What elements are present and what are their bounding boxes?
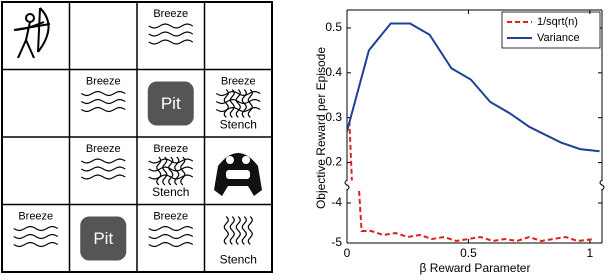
chart: Objective Reward per Episode β Reward Pa… [314, 47, 530, 276]
breeze-wave [148, 158, 194, 164]
breeze-wave [215, 106, 261, 113]
y-tick-label: 0.5 [325, 20, 342, 34]
series-line [358, 190, 595, 243]
x-tick-label: 0 [344, 246, 351, 260]
breeze-wave [148, 23, 194, 29]
axis-break [599, 179, 605, 191]
breeze-wave [148, 225, 194, 232]
stench-wave [162, 156, 168, 186]
pit-box [147, 81, 194, 126]
x-axis-label: β Reward Parameter [420, 261, 531, 275]
stench-wave [247, 89, 253, 118]
stench-label: Stench [152, 185, 189, 199]
breeze-wave [80, 166, 126, 172]
stench-wave [247, 216, 253, 245]
stench-wave [156, 156, 162, 186]
breeze-wave [148, 174, 194, 180]
stench-wave [241, 216, 247, 245]
breeze-label: Breeze [153, 143, 188, 155]
breeze-label: Breeze [153, 210, 188, 222]
pit-box [80, 216, 127, 261]
wumpus-icon [214, 153, 262, 196]
y-tick-label: -5 [331, 235, 342, 249]
breeze-wave [80, 158, 126, 164]
stench-wave [180, 156, 186, 186]
pit-label: Pit [161, 94, 181, 113]
series-line [347, 22, 600, 153]
breeze-wave [215, 98, 261, 105]
legend-label: 1/sqrt(n) [537, 16, 578, 28]
stench-wave [223, 89, 229, 118]
x-tick-label: 0.5 [460, 246, 477, 260]
archer-icon [13, 7, 51, 59]
legend-label: Variance [537, 32, 580, 44]
breeze-wave [13, 225, 59, 232]
breeze-wave [215, 90, 261, 97]
y-tick-label: 0.2 [325, 155, 342, 169]
breeze-wave [13, 241, 59, 248]
stench-label: Stench [220, 253, 257, 267]
pit-label: Pit [93, 229, 113, 248]
legend-box [501, 11, 601, 49]
breeze-wave [148, 233, 194, 240]
breeze-wave [148, 39, 194, 45]
stench-wave [174, 156, 180, 186]
y-tick-label: -4 [331, 195, 342, 209]
breeze-label: Breeze [221, 75, 256, 87]
grid-lines [2, 2, 272, 272]
breeze-wave [148, 31, 194, 37]
breeze-label: Breeze [18, 210, 53, 222]
stench-wave [168, 156, 174, 186]
stench-wave [229, 89, 235, 118]
breeze-label: Breeze [153, 8, 188, 20]
stench-wave [223, 216, 229, 245]
x-tick-label: 1 [587, 246, 594, 260]
breeze-wave [80, 106, 126, 113]
stench-label: Stench [220, 118, 257, 132]
breeze-wave [148, 166, 194, 172]
breeze-label: Breeze [86, 75, 121, 87]
y-tick-label: 0.3 [325, 110, 342, 124]
y-axis-label: Objective Reward per Episode [314, 47, 328, 209]
breeze-wave [80, 174, 126, 180]
breeze-wave [13, 233, 59, 240]
stench-wave [229, 216, 235, 245]
breeze-wave [80, 90, 126, 97]
breeze-wave [80, 98, 126, 105]
stench-wave [235, 89, 241, 118]
y-tick-label: 0.4 [325, 65, 342, 79]
breeze-wave [148, 241, 194, 248]
stench-wave [235, 216, 241, 245]
axis-break [344, 179, 350, 191]
stench-wave [241, 89, 247, 118]
breeze-label: Breeze [86, 143, 121, 155]
